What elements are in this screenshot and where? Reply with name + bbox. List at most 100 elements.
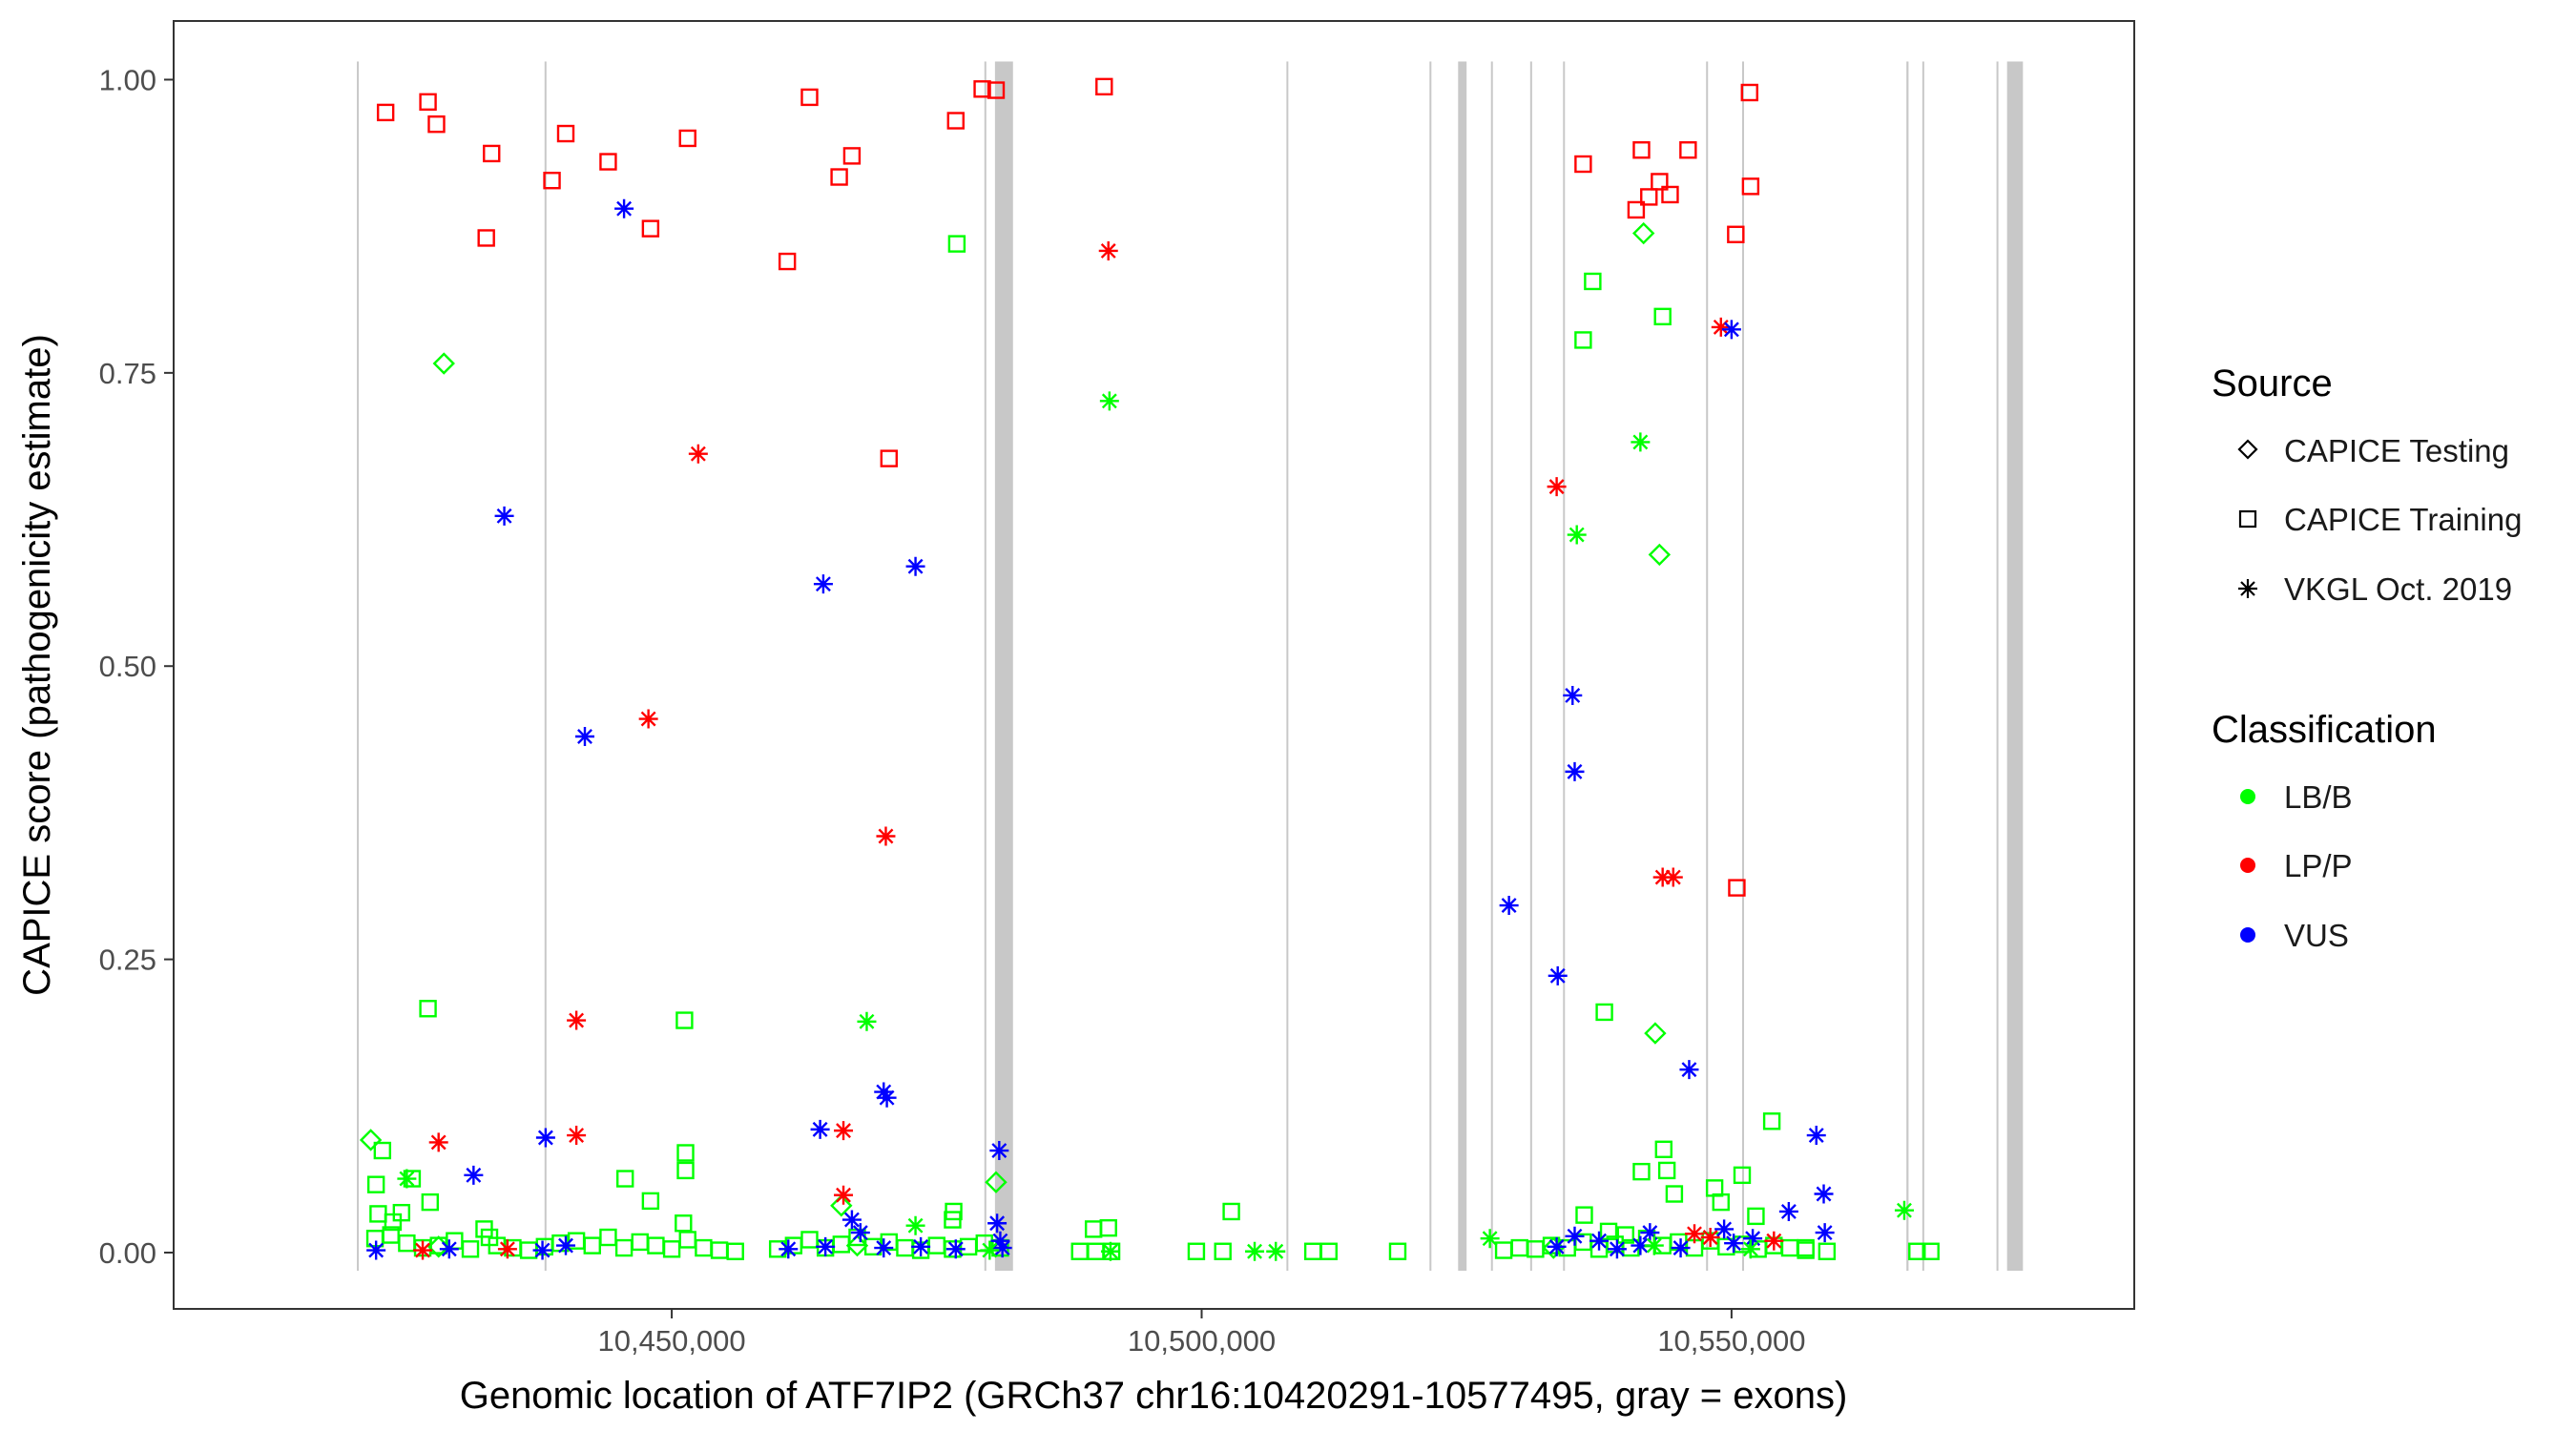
exon-band	[1529, 61, 1532, 1271]
point-asterisk	[1480, 1229, 1500, 1249]
point-asterisk	[366, 1240, 386, 1260]
point-asterisk	[567, 1126, 587, 1146]
point-asterisk	[1814, 1184, 1834, 1204]
point-asterisk	[1685, 1224, 1705, 1244]
point-asterisk	[874, 1238, 894, 1258]
point-asterisk	[1565, 1226, 1585, 1246]
legend-entry-lbb: LB/B	[2240, 779, 2353, 815]
point-square	[556, 124, 575, 143]
point-asterisk	[834, 1185, 854, 1205]
point-square	[880, 449, 898, 467]
point-asterisk	[428, 1132, 448, 1152]
point-square	[483, 144, 501, 163]
point-square	[676, 1144, 695, 1162]
exon-band	[1429, 61, 1432, 1271]
point-square	[1922, 1242, 1940, 1260]
point-asterisk	[1607, 1239, 1627, 1259]
legend-label-capice-training: CAPICE Training	[2284, 502, 2522, 537]
point-square	[419, 1000, 437, 1018]
point-asterisk	[980, 1240, 1000, 1260]
point-asterisk	[1631, 432, 1651, 452]
exon-band	[544, 61, 547, 1271]
point-square	[726, 1242, 744, 1260]
point-square	[421, 1192, 440, 1212]
point-square	[1632, 141, 1651, 159]
point-square	[778, 252, 797, 271]
point-square	[1574, 331, 1592, 349]
point-square	[987, 81, 1006, 99]
point-square	[676, 1161, 695, 1180]
point-square	[800, 88, 819, 107]
point-asterisk	[1652, 867, 1672, 887]
point-asterisk	[874, 1082, 894, 1102]
exon-band	[2006, 61, 2024, 1271]
legend-entry-capice-testing: CAPICE Testing	[2237, 433, 2509, 468]
point-diamond	[1644, 1022, 1667, 1045]
point-asterisk	[397, 1169, 417, 1189]
y-tick-label: 0.75	[99, 357, 156, 390]
point-asterisk	[1700, 1228, 1720, 1247]
point-square	[1640, 188, 1658, 206]
point-asterisk	[1743, 1229, 1763, 1249]
point-square	[1740, 83, 1758, 102]
point-asterisk	[1778, 1201, 1798, 1221]
point-asterisk	[1100, 1241, 1120, 1261]
point-asterisk	[857, 1011, 877, 1031]
exon-band	[1706, 61, 1709, 1271]
point-asterisk	[1740, 1239, 1760, 1259]
point-asterisk	[1266, 1241, 1286, 1261]
point-diamond	[845, 1234, 869, 1257]
legend-label-lpp: LP/P	[2284, 848, 2353, 883]
point-square	[675, 1011, 694, 1029]
point-asterisk	[1671, 1238, 1691, 1258]
point-square	[1818, 1242, 1837, 1260]
legend-diamond-icon	[2237, 439, 2258, 460]
legend-asterisk-icon	[2238, 579, 2257, 598]
point-square	[1319, 1242, 1338, 1260]
point-asterisk	[567, 1010, 587, 1030]
point-asterisk	[574, 727, 594, 746]
point-square	[1616, 1226, 1635, 1244]
point-asterisk	[532, 1240, 552, 1260]
point-square	[1388, 1242, 1407, 1260]
y-axis-label: CAPICE score (pathogenicity estimate)	[16, 334, 58, 996]
point-square	[830, 168, 848, 186]
point-asterisk	[535, 1128, 555, 1148]
point-square	[373, 1141, 392, 1160]
y-tick-label: 0.00	[99, 1236, 156, 1270]
point-square	[1747, 1207, 1765, 1226]
legend-label-vkgl: VKGL Oct. 2019	[2284, 571, 2512, 607]
point-asterisk	[905, 556, 925, 576]
point-asterisk	[850, 1223, 870, 1243]
point-square	[1705, 1179, 1724, 1197]
point-diamond	[1631, 221, 1655, 245]
point-asterisk	[876, 826, 896, 846]
exon-band	[1742, 61, 1744, 1271]
point-asterisk	[1631, 1235, 1651, 1255]
legend-label-lbb: LB/B	[2284, 779, 2353, 815]
point-square	[599, 153, 617, 171]
point-square	[1654, 1140, 1673, 1158]
exon-bands	[357, 61, 2024, 1271]
point-square	[384, 1213, 403, 1232]
point-square	[1727, 225, 1745, 243]
point-asterisk	[413, 1240, 433, 1260]
exon-band	[1996, 61, 1999, 1271]
legend-classification-title: Classification	[2212, 709, 2437, 751]
point-square	[1575, 1206, 1593, 1224]
point-square	[461, 1240, 480, 1258]
legend-lbb-swatch	[2240, 789, 2255, 804]
point-asterisk	[945, 1239, 966, 1259]
exon-band	[1563, 61, 1566, 1271]
point-square	[477, 229, 495, 247]
point-asterisk	[992, 1238, 1012, 1258]
legend-entry-vus: VUS	[2240, 918, 2349, 953]
point-asterisk	[638, 709, 658, 729]
point-square	[641, 219, 660, 238]
point-square	[1187, 1242, 1206, 1260]
point-diamond	[830, 1194, 853, 1217]
exon-band	[1458, 61, 1467, 1271]
x-axis-label: Genomic location of ATF7IP2 (GRCh37 chr1…	[460, 1375, 1848, 1417]
point-asterisk	[1640, 1223, 1660, 1243]
point-asterisk	[841, 1210, 862, 1230]
